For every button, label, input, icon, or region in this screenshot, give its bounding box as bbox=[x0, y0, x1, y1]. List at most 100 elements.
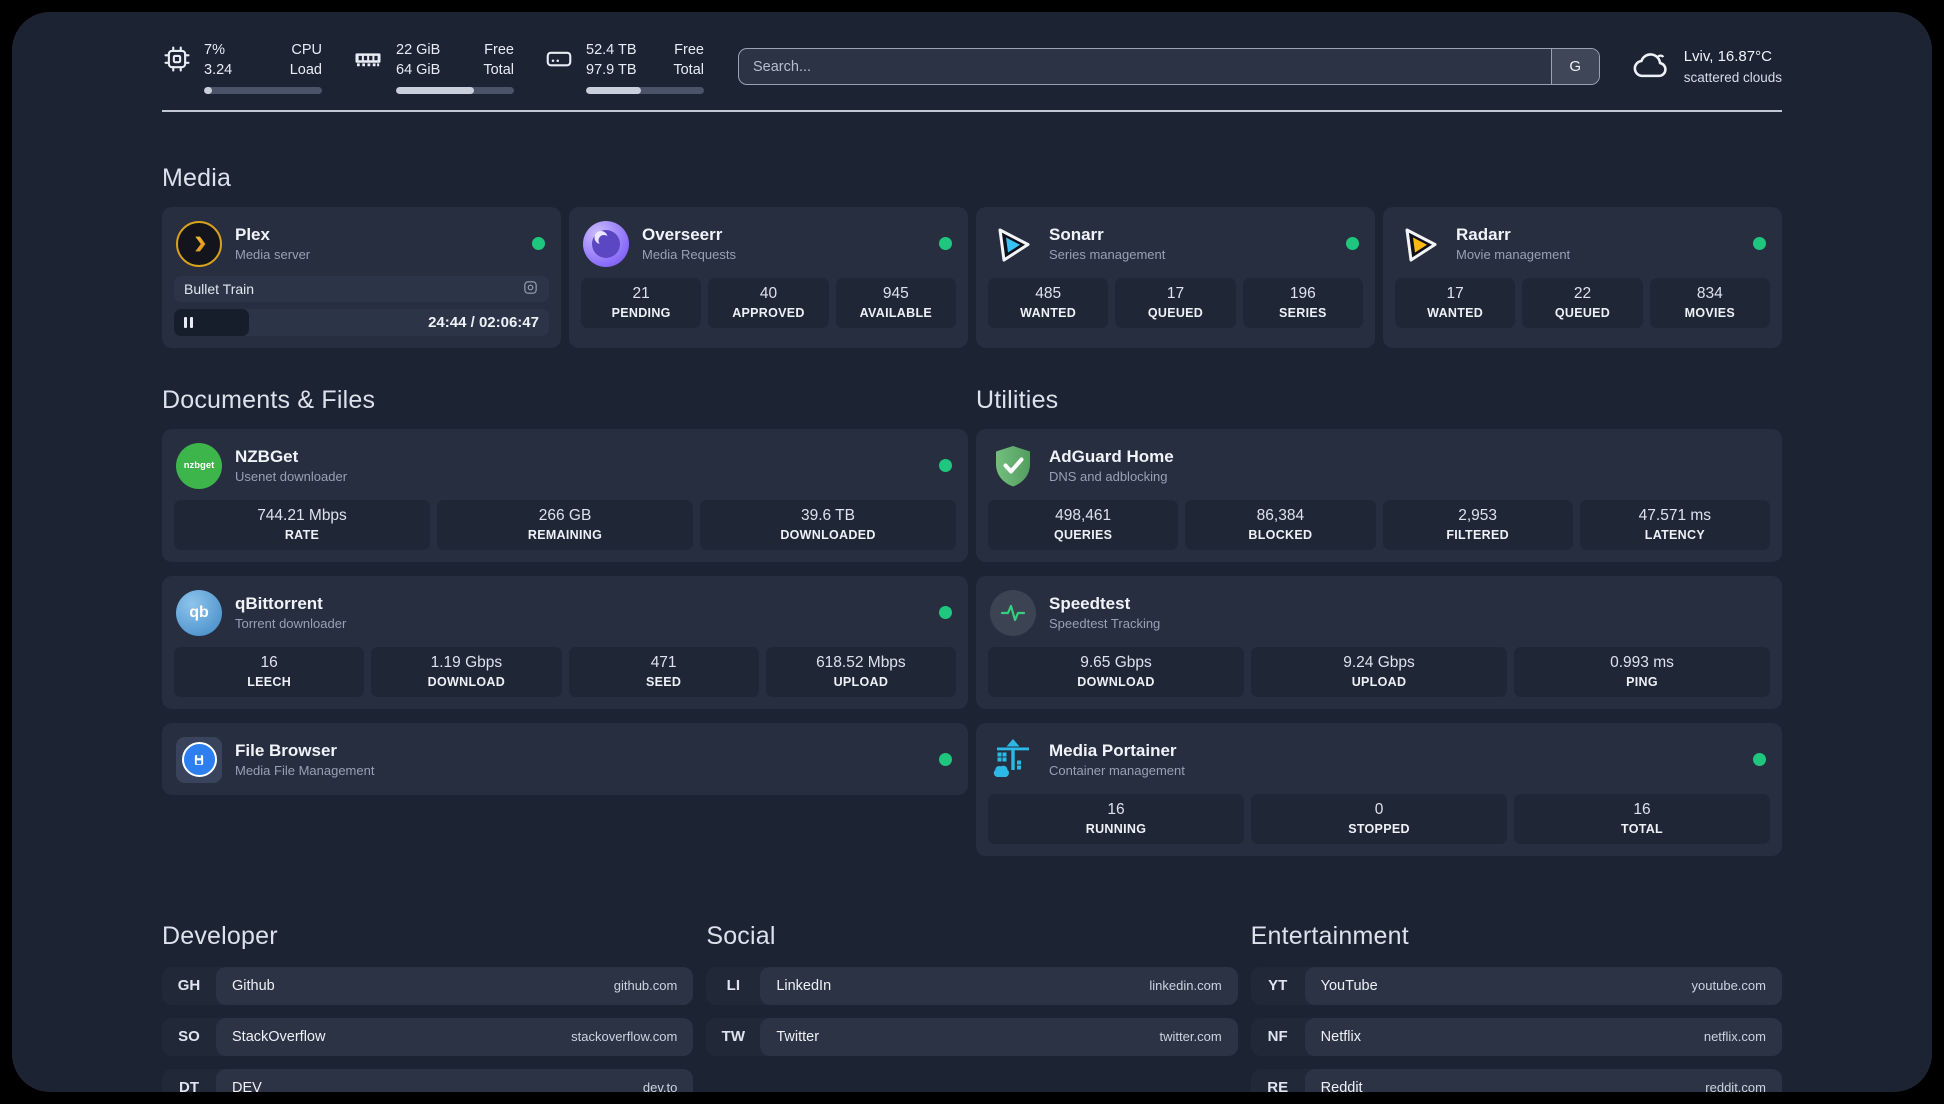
bookmark-url: reddit.com bbox=[1705, 1080, 1766, 1092]
weather-widget[interactable]: Lviv, 16.87°C scattered clouds bbox=[1630, 46, 1782, 87]
stat-chip: 16 LEECH bbox=[174, 646, 365, 697]
bookmark-abbr: NF bbox=[1267, 1028, 1288, 1046]
bookmark-name: YouTube bbox=[1320, 977, 1378, 994]
bookmark-group-title: Entertainment bbox=[1250, 921, 1409, 950]
bookmark-url: github.com bbox=[613, 978, 678, 994]
stat-chip: 744.21 Mbps RATE bbox=[174, 499, 430, 550]
bookmark-url: youtube.com bbox=[1691, 978, 1766, 994]
cpu-icon bbox=[162, 44, 192, 79]
app-card-overseerr[interactable]: Overseerr Media Requests 21 PENDING 40 APP… bbox=[569, 206, 968, 348]
bookmark-group-title: Developer bbox=[162, 921, 278, 950]
cpu-widget: 7% 3.24 CPU Load bbox=[162, 40, 322, 94]
now-playing-title: Bullet Train bbox=[184, 280, 255, 297]
bookmark-url: dev.to bbox=[642, 1080, 678, 1092]
stat-chip: 618.52 Mbps UPLOAD bbox=[765, 646, 956, 697]
app-name: NZBGet bbox=[235, 447, 299, 467]
stat-chip: 39.6 TB DOWNLOADED bbox=[700, 499, 956, 550]
app-name: Sonarr bbox=[1049, 225, 1104, 245]
storage-widget: 52.4 TB 97.9 TB Free Total bbox=[544, 40, 704, 94]
stat-chip: 196 SERIES bbox=[1242, 277, 1363, 328]
cpu-load-label: Load bbox=[289, 62, 322, 79]
top-bar: 7% 3.24 CPU Load bbox=[162, 40, 1782, 94]
app-card-speedtest[interactable]: Speedtest Speedtest Tracking 9.65 Gbps DO… bbox=[976, 575, 1782, 709]
section-title-utilities: Utilities bbox=[976, 385, 1059, 414]
stat-chip: 21 PENDING bbox=[581, 277, 702, 328]
app-subtitle: DNS and adblocking bbox=[1049, 469, 1168, 485]
bookmark-name: Github bbox=[232, 977, 275, 994]
bookmark-abbr: RE bbox=[1267, 1079, 1289, 1092]
bookmark-link-github[interactable]: GH Github github.com bbox=[162, 966, 694, 1005]
ram-free-value: 22 GiB bbox=[396, 42, 441, 58]
bookmark-link-linkedin[interactable]: LI LinkedIn linkedin.com bbox=[706, 966, 1238, 1005]
app-name: Media Portainer bbox=[1049, 741, 1177, 761]
stat-chip: 834 MOVIES bbox=[1649, 277, 1770, 328]
app-subtitle: Media File Management bbox=[235, 763, 375, 779]
memory-widget: 22 GiB 64 GiB Free Total bbox=[352, 40, 514, 94]
stat-chip: 0.993 ms PING bbox=[1514, 646, 1770, 697]
bookmark-url: netflix.com bbox=[1703, 1029, 1766, 1045]
system-resources: 7% 3.24 CPU Load bbox=[162, 40, 704, 94]
app-subtitle: Speedtest Tracking bbox=[1049, 616, 1161, 632]
bookmark-name: Netflix bbox=[1320, 1028, 1361, 1045]
disk-progressbar bbox=[586, 86, 704, 94]
stat-chip: 1.19 Gbps DOWNLOAD bbox=[371, 646, 562, 697]
speedtest-icon bbox=[990, 589, 1036, 636]
overseerr-icon bbox=[583, 220, 629, 267]
status-online-dot bbox=[532, 237, 545, 251]
app-subtitle: Series management bbox=[1049, 247, 1166, 263]
bookmark-link-stackoverflow[interactable]: SO StackOverflow stackoverflow.com bbox=[162, 1017, 694, 1056]
search-input[interactable] bbox=[739, 49, 1551, 85]
search-engine-button[interactable]: G bbox=[1550, 49, 1599, 85]
app-card-filebrowser[interactable]: File Browser Media File Management bbox=[162, 722, 968, 795]
app-subtitle: Torrent downloader bbox=[235, 616, 347, 632]
weather-location: Lviv, 16.87°C bbox=[1683, 48, 1772, 66]
adguard-icon bbox=[990, 443, 1036, 489]
bookmark-url: linkedin.com bbox=[1149, 978, 1222, 994]
cpu-load-value: 3.24 bbox=[204, 62, 233, 79]
stat-chip: 485 WANTED bbox=[988, 277, 1109, 328]
app-subtitle: Media Requests bbox=[642, 247, 736, 263]
ram-progressbar bbox=[396, 86, 514, 94]
status-online-dot bbox=[1753, 753, 1766, 767]
playback-progressbar[interactable]: 24:44 / 02:06:47 bbox=[174, 308, 549, 336]
bookmark-group-social: Social LI LinkedIn linkedin.com TW Twitt… bbox=[706, 922, 1238, 1092]
app-name: Overseerr bbox=[642, 225, 723, 245]
bookmark-link-youtube[interactable]: YT YouTube youtube.com bbox=[1250, 966, 1782, 1005]
section-media: Media Plex Media server bbox=[162, 164, 1782, 348]
app-card-nzbget[interactable]: nzbget NZBGet Usenet downloader 744.21 M… bbox=[162, 428, 968, 562]
disk-free-label: Free bbox=[674, 42, 704, 58]
bookmark-link-twitter[interactable]: TW Twitter twitter.com bbox=[706, 1017, 1238, 1056]
app-name: AdGuard Home bbox=[1049, 447, 1174, 467]
section-utilities: Utilities AdGuard Home DNS and adblockin… bbox=[976, 386, 1782, 870]
bookmark-abbr: TW bbox=[721, 1028, 745, 1046]
bookmark-link-netflix[interactable]: NF Netflix netflix.com bbox=[1250, 1017, 1782, 1056]
app-subtitle: Media server bbox=[235, 247, 311, 263]
bookmark-link-dev[interactable]: DT DEV dev.to bbox=[162, 1068, 694, 1092]
status-online-dot bbox=[939, 237, 952, 251]
app-card-adguard[interactable]: AdGuard Home DNS and adblocking 498,461 Q… bbox=[976, 428, 1782, 562]
bookmark-group-developer: Developer GH Github github.com SO StackO… bbox=[162, 921, 694, 1092]
portainer-icon bbox=[990, 737, 1036, 783]
app-name: qBittorrent bbox=[235, 594, 323, 614]
app-subtitle: Movie management bbox=[1456, 247, 1571, 263]
app-name: File Browser bbox=[235, 741, 338, 761]
pause-icon[interactable] bbox=[184, 316, 193, 328]
bookmark-link-reddit[interactable]: RE Reddit reddit.com bbox=[1250, 1068, 1782, 1092]
cpu-percent: 7% bbox=[204, 42, 225, 58]
search-bar: G bbox=[738, 48, 1600, 86]
topbar-divider bbox=[162, 109, 1782, 112]
stat-chip: 945 AVAILABLE bbox=[835, 277, 956, 328]
stat-chip: 471 SEED bbox=[568, 646, 759, 697]
bookmark-abbr: GH bbox=[177, 977, 201, 995]
app-card-sonarr[interactable]: Sonarr Series management 485 WANTED 17 QUE… bbox=[976, 206, 1375, 348]
dashboard-page: 7% 3.24 CPU Load bbox=[12, 12, 1932, 1092]
app-card-portainer[interactable]: Media Portainer Container management 16 R… bbox=[976, 722, 1782, 856]
disk-free-value: 52.4 TB bbox=[586, 42, 637, 58]
hard-drive-icon bbox=[544, 44, 574, 79]
app-card-plex[interactable]: Plex Media server Bullet Train bbox=[162, 206, 561, 348]
sonarr-icon bbox=[990, 221, 1036, 267]
stat-chip: 9.24 Gbps UPLOAD bbox=[1251, 646, 1507, 697]
app-card-radarr[interactable]: Radarr Movie management 17 WANTED 22 QUEUE… bbox=[1383, 206, 1782, 348]
now-playing-row: Bullet Train bbox=[174, 275, 549, 302]
app-card-qbittorrent[interactable]: qb qBittorrent Torrent downloader 16 LEEC… bbox=[162, 575, 968, 709]
